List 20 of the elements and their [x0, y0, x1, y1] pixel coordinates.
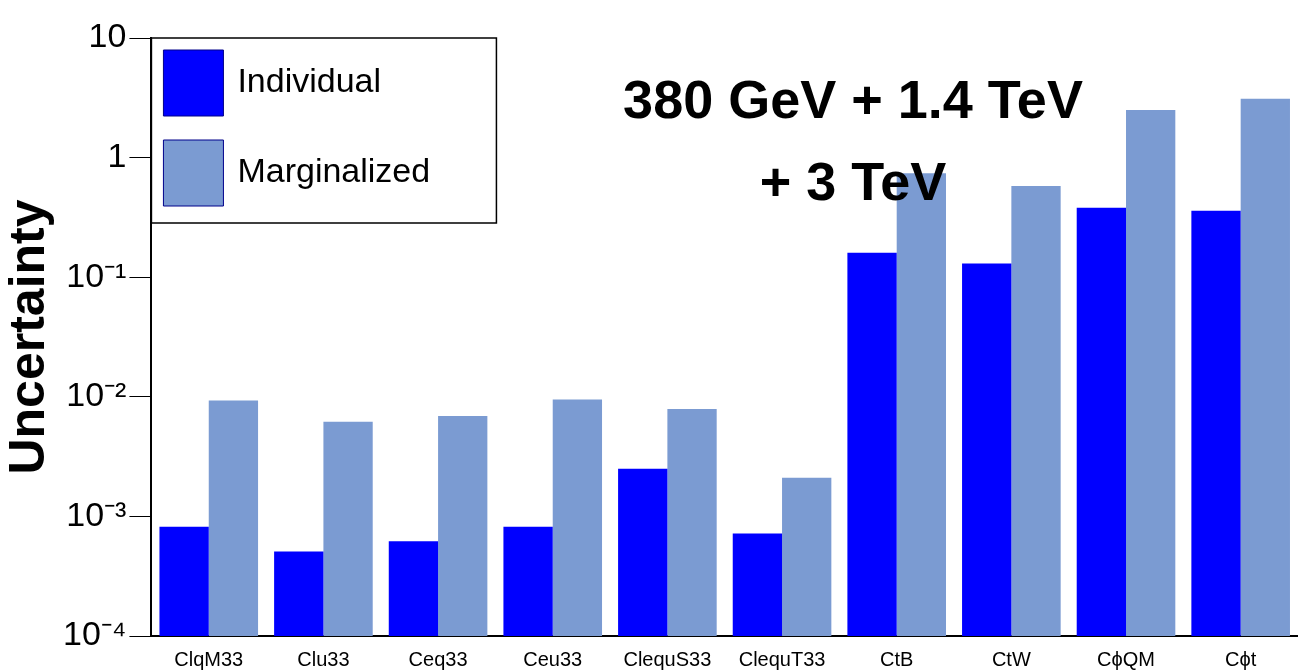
x-tick-label: CtB [880, 647, 914, 670]
x-tick-label: Cϕt [1225, 647, 1257, 670]
y-tick-label: 10 [88, 16, 127, 55]
y-tick-label: 1 [107, 135, 127, 174]
x-tick-label: Ceq33 [408, 647, 468, 670]
x-tick-label: ClequT33 [738, 647, 826, 670]
y-tick-label: 10⁻¹ [66, 255, 127, 294]
annotation: 380 GeV + 1.4 TeV + 3 TeV [623, 68, 1083, 211]
x-tick-label: Clu33 [297, 647, 350, 670]
legend-label: Individual [237, 61, 382, 100]
y-tick-label: 10⁻² [66, 375, 127, 414]
legend-label: Marginalized [237, 151, 431, 190]
x-tick-label: Ceu33 [523, 647, 583, 670]
x-tick-label: ClequS33 [623, 647, 712, 670]
x-tick-label: ClqM33 [174, 647, 244, 670]
y-tick-label: 10⁻⁴ [62, 614, 127, 653]
x-tick-label: CϕQM [1097, 647, 1155, 670]
y-axis-title: Uncertainty [0, 199, 55, 475]
x-tick-label: CtW [991, 647, 1031, 670]
y-tick-label: 10⁻³ [66, 494, 127, 533]
